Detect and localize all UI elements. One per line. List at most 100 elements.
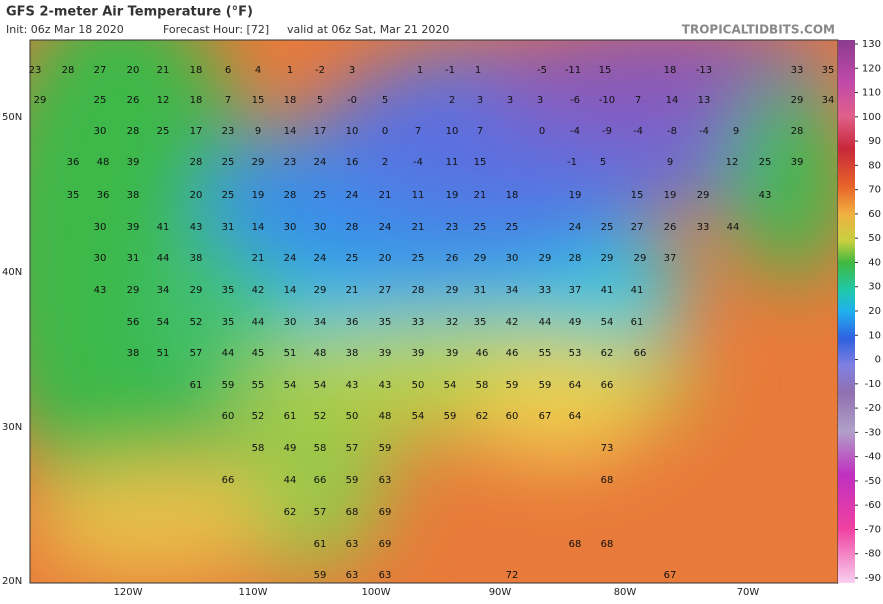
temperature-label: 44 — [252, 317, 265, 328]
colorbar-label: -20 — [865, 403, 881, 414]
temperature-label: 25 — [506, 222, 519, 233]
temperature-label: 33 — [412, 317, 425, 328]
temperature-label: 0 — [382, 126, 388, 137]
temperature-label: 56 — [127, 317, 140, 328]
temperature-label: 41 — [631, 285, 644, 296]
temperature-label: 30 — [94, 253, 107, 264]
temperature-label: 1 — [475, 65, 481, 76]
temperature-label: 30 — [284, 317, 297, 328]
temperature-label: 49 — [284, 443, 297, 454]
temperature-label: 33 — [697, 222, 710, 233]
temperature-label: 3 — [477, 95, 483, 106]
temperature-label: 68 — [346, 507, 359, 518]
temperature-label: 33 — [791, 65, 804, 76]
temperature-label: 35 — [67, 190, 80, 201]
temperature-label: 43 — [759, 190, 772, 201]
temperature-label: 35 — [222, 317, 235, 328]
temperature-label: 59 — [506, 380, 519, 391]
temperature-label: 2 — [449, 95, 455, 106]
temperature-label: 63 — [379, 570, 392, 581]
temperature-label: 73 — [601, 443, 614, 454]
lat-label: 50N — [2, 112, 22, 123]
colorbar-label: 10 — [868, 330, 881, 341]
title: GFS 2-meter Air Temperature (°F) — [6, 5, 253, 20]
temperature-label: 6 — [225, 65, 231, 76]
temperature-label: 63 — [346, 570, 359, 581]
temperature-label: 29 — [474, 253, 487, 264]
temperature-label: 57 — [346, 443, 359, 454]
temperature-label: 11 — [412, 190, 425, 201]
temperature-label: 27 — [631, 222, 644, 233]
temperature-label: 30 — [284, 222, 297, 233]
temperature-label: -10 — [599, 95, 615, 106]
temperature-label: 14 — [252, 222, 265, 233]
temperature-label: 10 — [446, 126, 459, 137]
temperature-label: 24 — [379, 222, 392, 233]
temperature-label: 44 — [157, 253, 170, 264]
colorbar-label: 90 — [868, 136, 881, 147]
colorbar-label: 0 — [875, 355, 881, 366]
temperature-label: 69 — [379, 507, 392, 518]
temperature-label: 3 — [507, 95, 513, 106]
temperature-label: 25 — [346, 253, 359, 264]
temperature-label: 50 — [346, 411, 359, 422]
temperature-label: 11 — [446, 157, 459, 168]
temperature-label: 52 — [314, 411, 327, 422]
temperature-label: 68 — [601, 475, 614, 486]
colorbar-label: 60 — [868, 209, 881, 220]
temperature-label: 66 — [222, 475, 235, 486]
temperature-label: 51 — [157, 348, 170, 359]
temperature-label: 23 — [446, 222, 459, 233]
temperature-label: 48 — [379, 411, 392, 422]
temperature-label: -6 — [570, 95, 580, 106]
temperature-label: 67 — [664, 570, 677, 581]
temperature-label: 51 — [284, 348, 297, 359]
temperature-label: 25 — [222, 157, 235, 168]
temperature-label: 18 — [190, 65, 203, 76]
temperature-label: 23 — [222, 126, 235, 137]
temperature-label: 18 — [664, 65, 677, 76]
temperature-label: 29 — [791, 95, 804, 106]
temperature-label: 30 — [314, 222, 327, 233]
temperature-label: 17 — [314, 126, 327, 137]
temperature-label: 0 — [539, 126, 545, 137]
temperature-label: 29 — [539, 253, 552, 264]
temperature-label: 41 — [157, 222, 170, 233]
temperature-label: 29 — [190, 285, 203, 296]
temperature-label: 63 — [346, 539, 359, 550]
temperature-label: 9 — [255, 126, 261, 137]
temperature-label: 16 — [346, 157, 359, 168]
temperature-label: 5 — [600, 157, 606, 168]
temperature-label: 58 — [476, 380, 489, 391]
temperature-label: 43 — [94, 285, 107, 296]
temperature-label: -1 — [567, 157, 577, 168]
temperature-label: 37 — [664, 253, 677, 264]
temperature-label: 20 — [379, 253, 392, 264]
temperature-label: 29 — [252, 157, 265, 168]
temperature-label: 39 — [127, 157, 140, 168]
temperature-label: 13 — [698, 95, 711, 106]
temperature-label: 54 — [314, 380, 327, 391]
temperature-label: 24 — [314, 157, 327, 168]
temperature-label: 19 — [446, 190, 459, 201]
temperature-label: -4 — [633, 126, 643, 137]
temperature-label: 72 — [506, 570, 519, 581]
temperature-label: -1 — [445, 65, 455, 76]
temperature-label: 62 — [601, 348, 614, 359]
temperature-label: 54 — [412, 411, 425, 422]
temperature-label: 23 — [284, 157, 297, 168]
temperature-label: 24 — [284, 253, 297, 264]
temperature-label: 25 — [474, 222, 487, 233]
temperature-label: 15 — [631, 190, 644, 201]
lon-label: 70W — [737, 587, 760, 598]
temperature-label: 64 — [569, 411, 582, 422]
colorbar-label: -40 — [865, 452, 881, 463]
temperature-label: 35 — [222, 285, 235, 296]
temperature-label: 59 — [222, 380, 235, 391]
colorbar-label: 100 — [862, 112, 881, 123]
temperature-label: 36 — [97, 190, 110, 201]
temperature-label: -4 — [413, 157, 423, 168]
temperature-label: 28 — [791, 126, 804, 137]
temperature-label: 29 — [697, 190, 710, 201]
